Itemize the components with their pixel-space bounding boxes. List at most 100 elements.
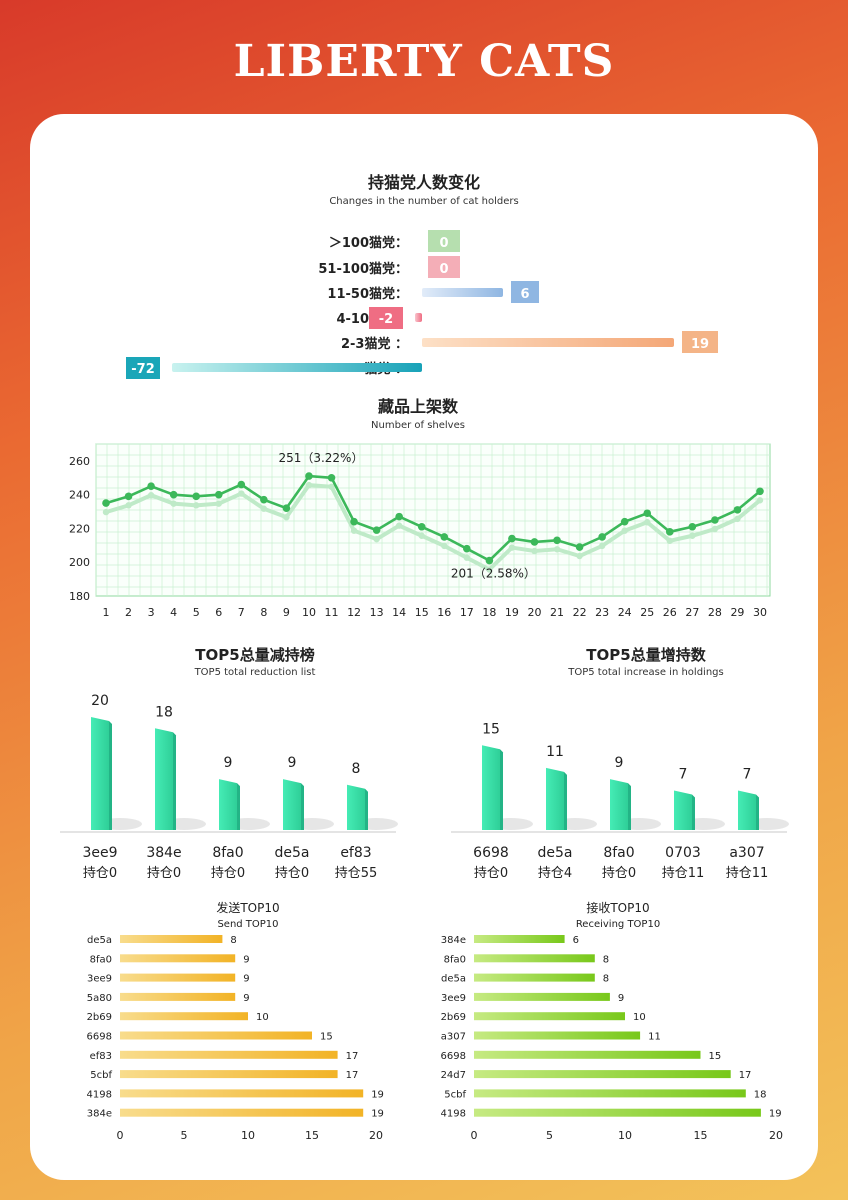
holders-value-box — [126, 357, 160, 379]
holders-value-box — [511, 281, 539, 303]
shelves-x-tick: 5 — [193, 606, 200, 619]
receive-title: 接收TOP10 — [586, 900, 649, 915]
shelves-x-tick: 29 — [730, 606, 744, 619]
holders-value-box — [428, 230, 460, 252]
shelves-point — [688, 522, 697, 531]
shelves-point — [756, 487, 764, 496]
reduction-holding-label: 持仓0 — [211, 866, 245, 881]
receive-bar — [474, 1089, 746, 1098]
send-bar — [120, 973, 236, 982]
receive-bar — [474, 1012, 625, 1021]
increase-title: TOP5总量增持数 — [586, 646, 706, 664]
shelves-x-tick: 12 — [347, 606, 361, 619]
shelves-x-tick: 21 — [550, 606, 564, 619]
shelves-x-tick: 17 — [460, 606, 474, 619]
holders-category-label: 2-3猫党 ： — [341, 336, 408, 352]
shelves-x-tick: 30 — [753, 606, 767, 619]
shelves-shadow-point — [373, 535, 380, 543]
send-x-tick: 20 — [369, 1129, 383, 1142]
reduction-bar-side — [173, 732, 176, 830]
shelves-x-tick: 23 — [595, 606, 609, 619]
send-value-label: 17 — [346, 1051, 359, 1062]
shelves-shadow-point — [621, 527, 628, 534]
reduction-holding-label: 持仓0 — [83, 866, 117, 881]
receive-bar — [474, 1050, 701, 1059]
increase-value-label: 7 — [679, 766, 688, 782]
receive-category-label: 5cbf — [444, 1089, 466, 1100]
receive-x-tick: 0 — [471, 1129, 478, 1142]
shelves-y-tick: 240 — [69, 489, 90, 502]
shelves-x-tick: 18 — [482, 606, 496, 619]
reduction-bar-side — [301, 783, 304, 830]
send-value-label: 15 — [320, 1032, 333, 1043]
shelves-x-tick: 22 — [573, 606, 587, 619]
receive-value-label: 15 — [709, 1051, 722, 1062]
receive-x-tick: 20 — [769, 1129, 783, 1142]
holders-value-label: -72 — [131, 362, 155, 377]
shelves-x-tick: 11 — [325, 606, 339, 619]
reduction-category-label: 8fa0 — [212, 845, 243, 861]
send-category-label: de5a — [87, 935, 112, 946]
increase-holding-label: 持仓11 — [662, 866, 705, 881]
increase-bar — [482, 745, 500, 830]
holders-bar — [172, 363, 422, 372]
shelves-shadow-point — [666, 537, 673, 545]
shelves-plot-area — [95, 443, 771, 597]
shelves-shadow-point — [170, 500, 177, 507]
reduction-category-label: ef83 — [340, 845, 371, 861]
increase-bar — [674, 790, 692, 830]
shelves-shadow-point — [531, 547, 538, 555]
send-x-tick: 0 — [117, 1129, 124, 1142]
shelves-point — [327, 473, 336, 482]
holders-title: 持猫党人数变化 — [368, 173, 480, 192]
holders-value-label: 6 — [520, 287, 529, 302]
holders-value-box — [428, 256, 460, 278]
increase-bar-side — [756, 794, 759, 830]
shelves-shadow-point — [598, 542, 606, 550]
send-value-label: 8 — [230, 935, 236, 946]
shelves-title: 藏品上架数 — [378, 397, 459, 416]
reduction-category-label: de5a — [275, 845, 310, 861]
shelves-shadow-point — [350, 527, 358, 534]
shelves-x-tick: 3 — [148, 606, 155, 619]
shelves-point — [169, 490, 178, 499]
reduction-value-label: 20 — [91, 693, 109, 709]
shelves-shadow-point — [283, 513, 290, 521]
shelves-point — [575, 543, 584, 551]
receive-category-label: a307 — [441, 1032, 466, 1043]
increase-bar — [610, 779, 628, 830]
increase-category-label: de5a — [538, 845, 573, 861]
increase-bar-side — [692, 794, 695, 830]
increase-subtitle: TOP5 total increase in holdings — [567, 667, 723, 678]
reduction-value-label: 8 — [352, 761, 361, 777]
send-x-tick: 5 — [181, 1129, 188, 1142]
send-category-label: 2b69 — [87, 1012, 112, 1023]
shelves-shadow-point — [576, 552, 583, 560]
send-value-label: 9 — [243, 954, 249, 965]
reduction-bar — [219, 779, 237, 830]
send-value-label: 19 — [371, 1089, 384, 1100]
holders-bar — [422, 338, 674, 347]
increase-value-label: 15 — [482, 721, 500, 737]
receive-x-tick: 5 — [546, 1129, 553, 1142]
shelves-point — [485, 556, 494, 565]
send-value-label: 10 — [256, 1012, 269, 1023]
send-bar — [120, 954, 236, 963]
receive-value-label: 18 — [754, 1089, 767, 1100]
send-bar — [120, 1012, 248, 1021]
send-bar — [120, 1070, 338, 1079]
shelves-annotation-min: 201（2.58%） — [451, 567, 536, 581]
holders-subtitle: Changes in the number of cat holders — [329, 196, 518, 207]
increase-value-label: 9 — [615, 755, 624, 771]
send-bar — [120, 1031, 312, 1040]
receive-bar — [474, 992, 610, 1001]
receive-value-label: 11 — [648, 1032, 661, 1043]
shelves-point — [643, 509, 652, 518]
increase-value-label: 7 — [743, 766, 752, 782]
send-category-label: 4198 — [87, 1089, 112, 1100]
reduction-holding-label: 持仓0 — [275, 866, 309, 881]
shelves-shadow-point — [215, 500, 222, 507]
increase-bar-side — [564, 771, 567, 830]
shelves-point — [463, 544, 471, 553]
